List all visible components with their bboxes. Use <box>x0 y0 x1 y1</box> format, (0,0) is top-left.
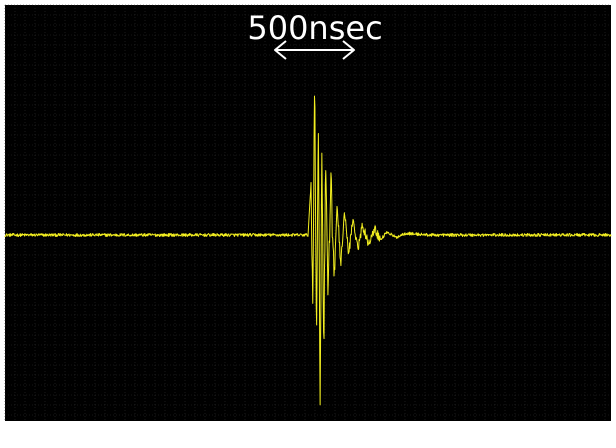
time-scale-label: 500nsec <box>247 9 382 47</box>
waveform-trace <box>4 95 612 406</box>
annotation-group: 500nsec <box>247 9 383 60</box>
double-headed-arrow-icon <box>274 40 355 60</box>
graticule-grid <box>4 4 611 421</box>
screen-background <box>5 5 611 421</box>
